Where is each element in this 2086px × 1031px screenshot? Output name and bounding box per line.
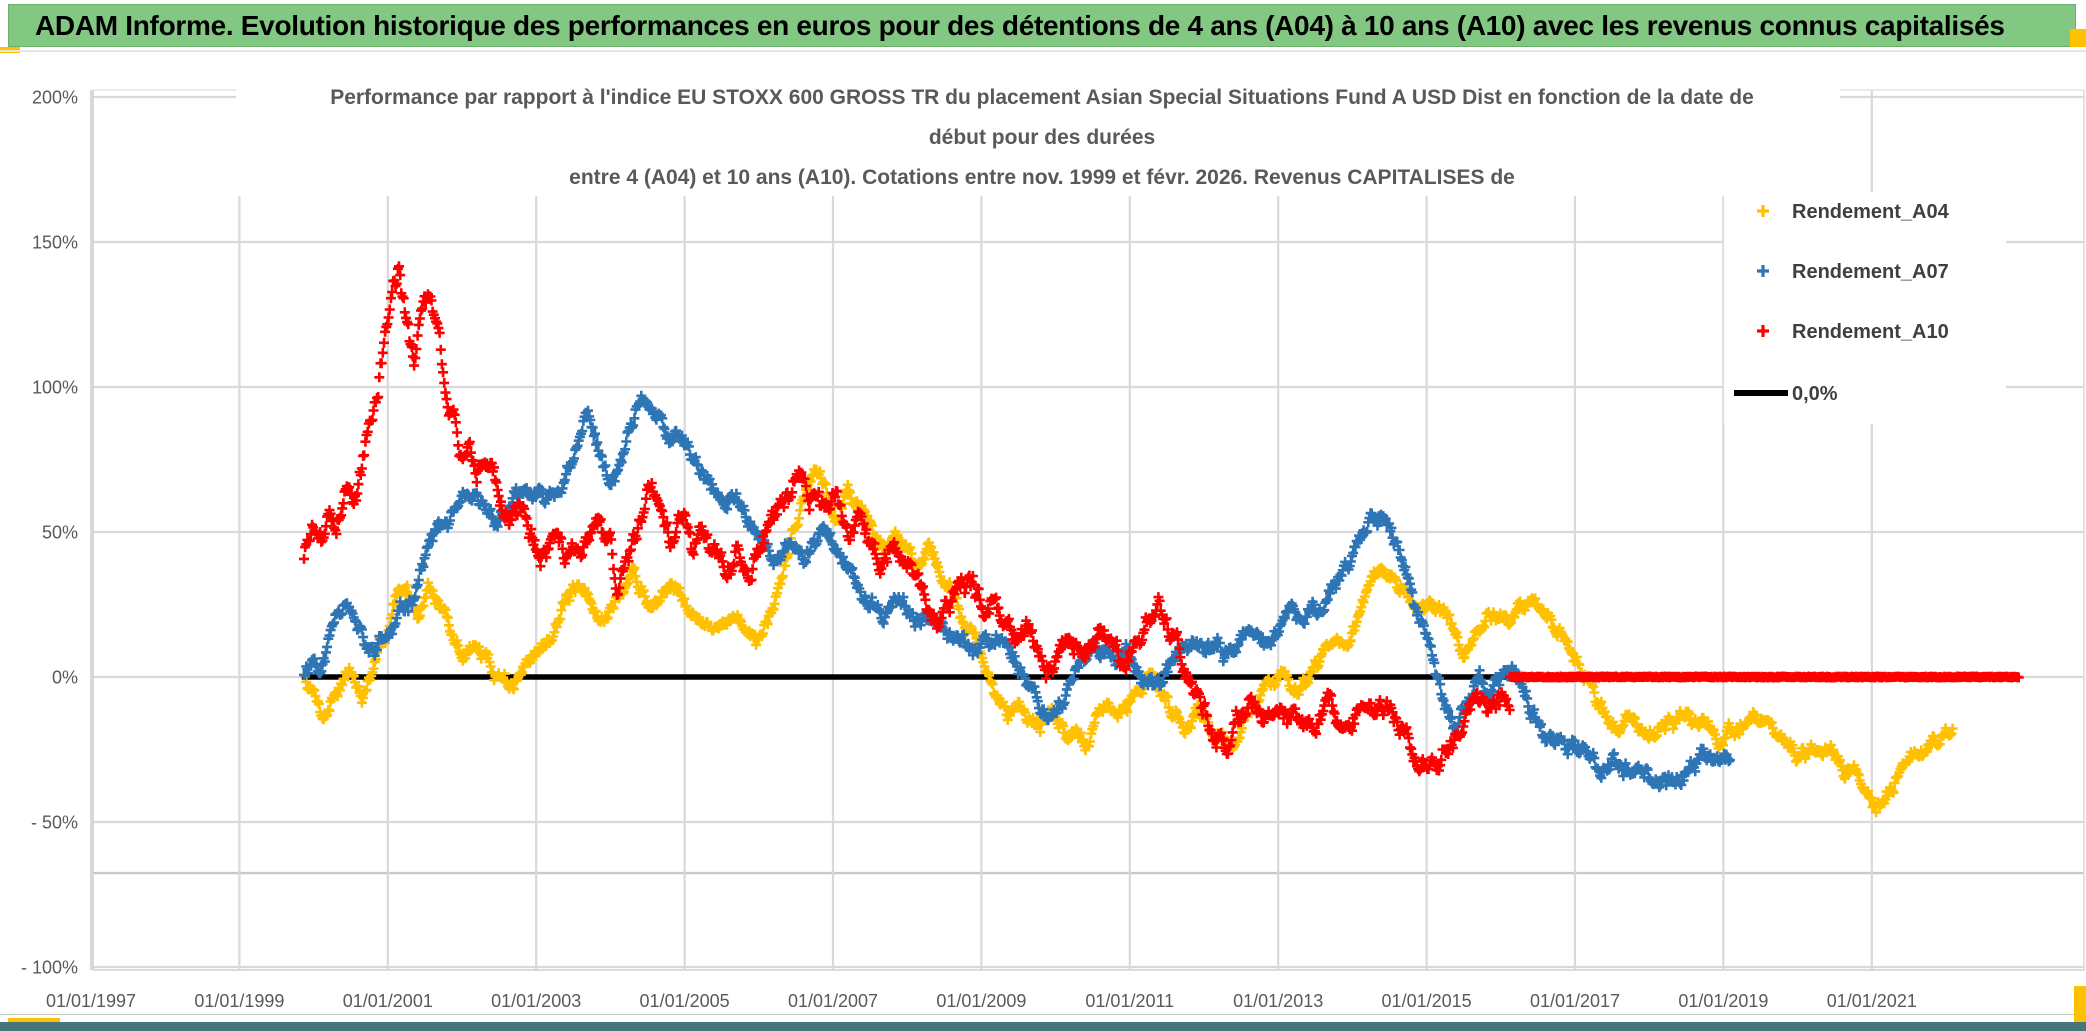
legend-mask — [1724, 192, 2006, 424]
svg-text:150%: 150% — [32, 233, 78, 253]
svg-text:01/01/2009: 01/01/2009 — [936, 991, 1026, 1011]
legend-item-rendement-a10[interactable]: Rendement_A10 — [1757, 321, 1949, 343]
legend-label: 0,0% — [1792, 383, 1838, 405]
y-axis-labels: 200% 150% 100% 50% 0% - 50% - 100% — [21, 88, 78, 978]
legend-label: Rendement_A07 — [1792, 261, 1949, 283]
svg-text:01/01/1999: 01/01/1999 — [194, 991, 284, 1011]
report-title-bar: ADAM Informe. Evolution historique des p… — [8, 4, 2076, 47]
svg-text:- 50%: - 50% — [31, 813, 78, 833]
legend-item-rendement-a04[interactable]: Rendement_A04 — [1757, 201, 1950, 223]
x-axis-labels: 01/01/1997 01/01/1999 01/01/2001 01/01/2003… — [46, 991, 1917, 1011]
series-rendement_a04 — [299, 464, 1958, 818]
series-rendement_a10-flat-zero — [1504, 671, 2024, 683]
gold-accent-right-edge — [2074, 986, 2086, 1031]
svg-text:200%: 200% — [32, 88, 78, 108]
legend-plus-marker-icon — [1757, 325, 1769, 337]
svg-text:01/01/2005: 01/01/2005 — [640, 991, 730, 1011]
svg-text:100%: 100% — [32, 378, 78, 398]
svg-text:50%: 50% — [42, 523, 78, 543]
chart-title: Performance par rapport à l'indice EU ST… — [330, 86, 1754, 189]
svg-text:01/01/2013: 01/01/2013 — [1233, 991, 1323, 1011]
series-rendement_a10 — [299, 261, 2024, 777]
svg-text:0%: 0% — [52, 668, 78, 688]
svg-text:01/01/2017: 01/01/2017 — [1530, 991, 1620, 1011]
svg-text:01/01/2015: 01/01/2015 — [1382, 991, 1472, 1011]
legend-label: Rendement_A10 — [1792, 321, 1949, 343]
series-rendement_a07 — [299, 390, 1735, 793]
legend-label: Rendement_A04 — [1792, 201, 1950, 223]
gold-accent-top-right — [2070, 29, 2086, 47]
title-mask — [236, 76, 1840, 196]
svg-text:début pour des durées: début pour des durées — [929, 126, 1155, 149]
footer-bar — [0, 1022, 2086, 1031]
svg-text:01/01/2011: 01/01/2011 — [1085, 991, 1174, 1011]
banner-underline — [0, 50, 2086, 52]
svg-text:Performance par rapport à l'in: Performance par rapport à l'indice EU ST… — [330, 86, 1754, 109]
legend-plus-marker-icon — [1757, 205, 1769, 217]
svg-text:01/01/2003: 01/01/2003 — [491, 991, 581, 1011]
footer-separator — [0, 1014, 2086, 1015]
svg-text:- 100%: - 100% — [21, 958, 78, 978]
svg-text:01/01/2021: 01/01/2021 — [1827, 991, 1917, 1011]
report-title-text: ADAM Informe. Evolution historique des p… — [35, 9, 2005, 41]
svg-text:01/01/2007: 01/01/2007 — [788, 991, 878, 1011]
legend-item-0-0-[interactable]: 0,0% — [1734, 383, 1838, 405]
svg-text:01/01/2019: 01/01/2019 — [1678, 991, 1768, 1011]
legend[interactable]: Rendement_A04 Rendement_A07 Rendement_A10 0… — [1734, 201, 1950, 405]
svg-text:01/01/1997: 01/01/1997 — [46, 991, 136, 1011]
svg-text:entre 4 (A04) et 10 ans (A10).: entre 4 (A04) et 10 ans (A10). Cotations… — [569, 166, 1515, 189]
legend-item-rendement-a07[interactable]: Rendement_A07 — [1757, 261, 1949, 283]
svg-text:01/01/2001: 01/01/2001 — [343, 991, 433, 1011]
legend-plus-marker-icon — [1757, 265, 1769, 277]
